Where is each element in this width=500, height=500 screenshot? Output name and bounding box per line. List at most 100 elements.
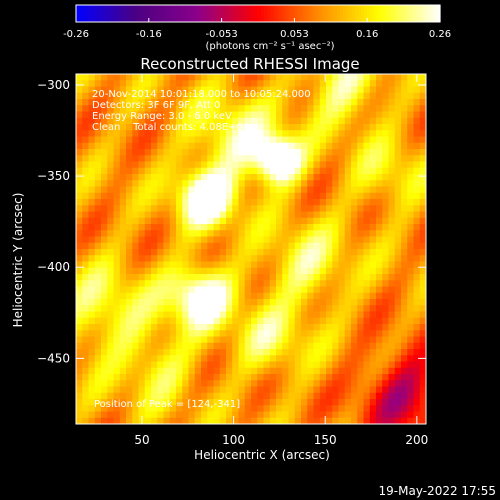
heatmap-cell bbox=[157, 80, 164, 87]
heatmap-cell bbox=[107, 99, 114, 106]
heatmap-cell bbox=[376, 311, 383, 319]
heatmap-cell bbox=[413, 111, 421, 119]
heatmap-cell bbox=[119, 117, 127, 125]
heatmap-cell bbox=[338, 242, 346, 250]
heatmap-cell bbox=[344, 80, 352, 87]
heatmap-cell bbox=[357, 192, 364, 200]
heatmap-cell bbox=[288, 205, 296, 212]
heatmap-cell bbox=[282, 380, 289, 387]
heatmap-cell bbox=[107, 117, 114, 125]
heatmap-cell bbox=[257, 92, 264, 100]
heatmap-cell bbox=[144, 280, 152, 287]
colorbar-cell bbox=[436, 5, 441, 22]
heatmap-cell bbox=[188, 205, 196, 212]
heatmap-cell bbox=[394, 199, 402, 206]
heatmap-cell bbox=[294, 336, 302, 344]
heatmap-cell bbox=[194, 117, 202, 125]
heatmap-cell bbox=[407, 374, 414, 381]
heatmap-cell bbox=[219, 211, 227, 219]
heatmap-cell bbox=[144, 130, 152, 137]
heatmap-cell bbox=[263, 86, 271, 94]
heatmap-cell bbox=[76, 317, 83, 325]
heatmap-cell bbox=[163, 386, 171, 394]
colorbar-tick-label: -0.053 bbox=[205, 29, 237, 40]
heatmap-cell bbox=[326, 342, 333, 350]
heatmap-cell bbox=[413, 117, 421, 125]
heatmap-cell bbox=[157, 167, 164, 175]
heatmap-cell bbox=[307, 149, 314, 156]
heatmap-cell bbox=[401, 249, 408, 256]
heatmap-cell bbox=[326, 180, 333, 187]
heatmap-cell bbox=[269, 386, 277, 394]
heatmap-cell bbox=[282, 99, 289, 106]
heatmap-cell bbox=[319, 117, 327, 125]
heatmap-cell bbox=[288, 74, 296, 81]
heatmap-cell bbox=[188, 324, 196, 331]
heatmap-cell bbox=[357, 392, 364, 400]
heatmap-cell bbox=[238, 92, 246, 100]
colorbar-cell bbox=[76, 5, 80, 22]
heatmap-cell bbox=[344, 174, 352, 181]
heatmap-cell bbox=[251, 224, 258, 231]
heatmap-cell bbox=[132, 280, 139, 287]
heatmap-cell bbox=[194, 167, 202, 175]
heatmap-cell bbox=[282, 205, 289, 212]
colorbar-cell bbox=[391, 5, 396, 22]
heatmap-cell bbox=[201, 149, 208, 156]
annotation-detectors: Detectors: 3F 6F 9F, Att 0 bbox=[92, 100, 220, 111]
heatmap-cell bbox=[207, 205, 214, 212]
heatmap-cell bbox=[338, 224, 346, 231]
heatmap-cell bbox=[307, 130, 314, 137]
heatmap-cell bbox=[232, 305, 239, 312]
heatmap-cell bbox=[407, 330, 414, 337]
heatmap-cell bbox=[176, 86, 183, 94]
heatmap-cell bbox=[332, 349, 339, 356]
heatmap-cell bbox=[138, 86, 146, 94]
heatmap-cell bbox=[263, 324, 271, 331]
heatmap-cell bbox=[132, 292, 139, 300]
heatmap-cell bbox=[94, 392, 102, 400]
colorbar-cell bbox=[258, 5, 262, 22]
colorbar-cell bbox=[170, 5, 174, 22]
heatmap-cell bbox=[94, 224, 102, 231]
heatmap-cell bbox=[332, 80, 339, 87]
heatmap-cell bbox=[376, 286, 383, 294]
heatmap-cell bbox=[126, 111, 133, 119]
heatmap-cell bbox=[363, 324, 371, 331]
heatmap-cell bbox=[188, 224, 196, 231]
annotation-block: 20-Nov-2014 10:01:18.000 to 10:05:24.000… bbox=[92, 89, 311, 410]
heatmap-cell bbox=[288, 117, 296, 125]
heatmap-cell bbox=[132, 380, 139, 387]
heatmap-cell bbox=[332, 355, 339, 362]
heatmap-cell bbox=[119, 255, 127, 262]
heatmap-cell bbox=[244, 361, 252, 369]
heatmap-cell bbox=[151, 80, 158, 87]
heatmap-cell bbox=[263, 367, 271, 375]
heatmap-cell bbox=[94, 349, 102, 356]
heatmap-cell bbox=[357, 92, 364, 100]
heatmap-cell bbox=[207, 349, 214, 356]
heatmap-cell bbox=[263, 374, 271, 381]
heatmap-cell bbox=[413, 205, 421, 212]
heatmap-cell bbox=[226, 274, 233, 281]
heatmap-cell bbox=[126, 355, 133, 362]
heatmap-cell bbox=[338, 367, 346, 375]
heatmap-cell bbox=[313, 136, 321, 144]
heatmap-cell bbox=[407, 417, 414, 425]
heatmap-cell bbox=[388, 286, 396, 294]
heatmap-cell bbox=[388, 267, 396, 275]
heatmap-cell bbox=[219, 130, 227, 137]
heatmap-cell bbox=[244, 280, 252, 287]
heatmap-cell bbox=[213, 149, 221, 156]
heatmap-cell bbox=[169, 192, 177, 200]
heatmap-cell bbox=[213, 117, 221, 125]
heatmap-cell bbox=[294, 224, 302, 231]
heatmap-cell bbox=[413, 342, 421, 350]
heatmap-cell bbox=[163, 380, 171, 387]
heatmap-cell bbox=[394, 336, 402, 344]
heatmap-cell bbox=[382, 324, 389, 331]
heatmap-cell bbox=[219, 117, 227, 125]
heatmap-cell bbox=[257, 355, 264, 362]
heatmap-cell bbox=[376, 367, 383, 375]
